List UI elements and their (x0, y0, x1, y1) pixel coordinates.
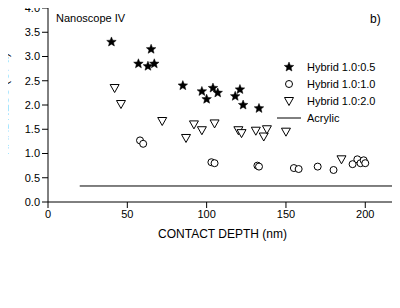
svg-text:2.0: 2.0 (25, 99, 40, 111)
svg-text:0.5: 0.5 (25, 172, 40, 184)
svg-text:150: 150 (277, 208, 295, 220)
svg-text:HARDNESS (GPa): HARDNESS (GPa) (8, 53, 11, 155)
svg-text:50: 50 (121, 208, 133, 220)
svg-text:200: 200 (356, 208, 374, 220)
svg-text:3.0: 3.0 (25, 50, 40, 62)
svg-text:100: 100 (197, 208, 215, 220)
svg-text:3.5: 3.5 (25, 26, 40, 38)
svg-text:2.5: 2.5 (25, 75, 40, 87)
html-text:Nanoscope IV: Nanoscope IV (56, 12, 126, 24)
svg-text:1.0: 1.0 (25, 147, 40, 159)
html-text:Hybrid 1.0:0.5: Hybrid 1.0:0.5 (307, 60, 376, 73)
html-text:Acrylic: Acrylic (307, 111, 340, 124)
svg-text:0.0: 0.0 (25, 196, 40, 208)
html-text:Hybrid 1.0:1.0: Hybrid 1.0:1.0 (307, 77, 376, 90)
html-text:Hybrid 1.0:2.0: Hybrid 1.0:2.0 (307, 94, 376, 107)
svg-text:1.5: 1.5 (25, 123, 40, 135)
html-text:b): b) (370, 12, 381, 26)
svg-text:CONTACT DEPTH (nm): CONTACT DEPTH (nm) (158, 227, 287, 241)
svg-text:0: 0 (45, 208, 51, 220)
svg-text:4.0: 4.0 (25, 8, 40, 14)
